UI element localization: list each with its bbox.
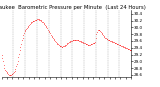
Title: Milwaukee  Barometric Pressure per Minute  (Last 24 Hours): Milwaukee Barometric Pressure per Minute… <box>0 5 146 10</box>
